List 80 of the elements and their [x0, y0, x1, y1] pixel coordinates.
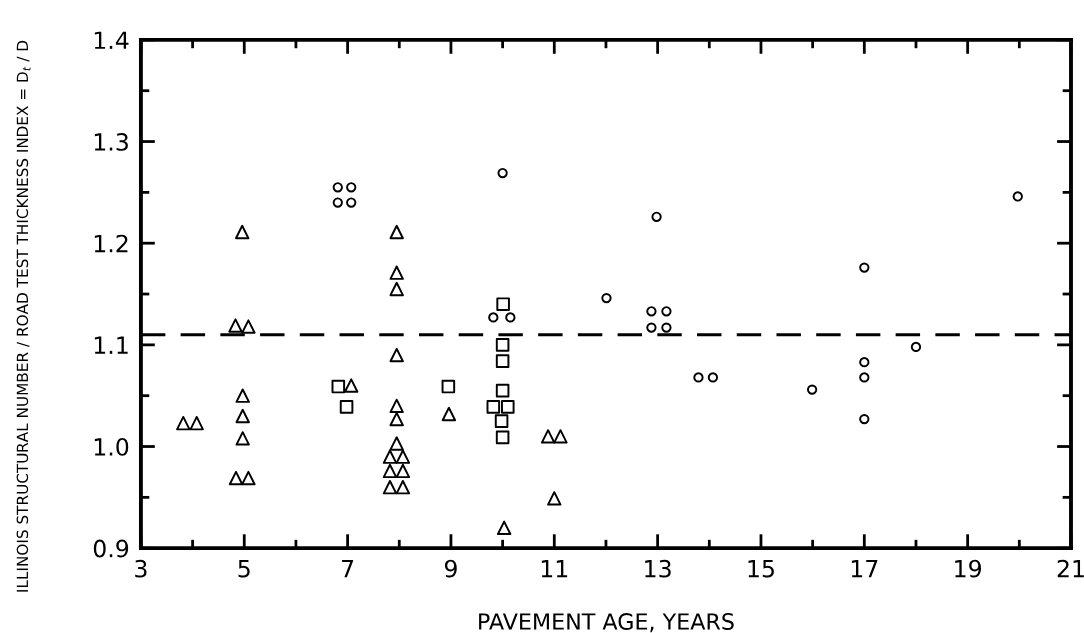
- point: [395, 463, 411, 479]
- point: [661, 322, 672, 333]
- x-axis-title: PAVEMENT AGE, YEARS: [479, 613, 734, 633]
- point: [707, 372, 719, 383]
- y-tick-label: 1.3: [94, 132, 128, 151]
- point: [495, 430, 510, 445]
- point: [189, 415, 204, 431]
- point: [693, 372, 704, 383]
- point: [495, 338, 510, 352]
- point: [441, 406, 457, 422]
- point: [806, 384, 818, 395]
- point: [241, 470, 256, 486]
- x-tick-label: 21: [1057, 559, 1084, 578]
- point: [497, 167, 508, 179]
- point: [344, 378, 359, 393]
- point: [382, 463, 398, 479]
- point: [389, 411, 404, 427]
- point: [395, 480, 411, 495]
- y-tick-label: 1.1: [94, 336, 128, 354]
- point: [346, 197, 357, 208]
- point: [332, 197, 343, 208]
- x-tick-label: 17: [851, 560, 878, 578]
- point: [488, 312, 499, 323]
- point: [661, 306, 672, 317]
- point: [859, 262, 870, 273]
- point: [547, 491, 562, 506]
- point: [389, 265, 404, 280]
- x-tick-label: 15: [748, 560, 774, 578]
- point: [228, 318, 243, 333]
- point: [389, 436, 404, 451]
- point: [332, 182, 343, 193]
- point: [382, 480, 398, 495]
- y-tick-label: 0.9: [93, 539, 129, 558]
- x-tick-label: 3: [135, 559, 147, 578]
- point: [646, 306, 657, 317]
- point: [496, 297, 510, 311]
- point: [601, 292, 612, 304]
- x-tick-label: 13: [645, 559, 671, 578]
- point: [235, 388, 250, 403]
- point: [441, 379, 456, 394]
- point: [646, 322, 657, 333]
- point: [501, 400, 515, 414]
- point: [495, 354, 510, 368]
- point: [553, 429, 568, 444]
- point: [235, 224, 250, 240]
- point: [540, 429, 556, 444]
- y-tick-label: 1.2: [94, 234, 128, 253]
- y-tick-label: 1.4: [94, 31, 129, 49]
- point: [496, 520, 512, 536]
- x-tick-label: 19: [955, 559, 982, 578]
- x-tick-label: 5: [238, 560, 250, 578]
- point: [235, 408, 250, 424]
- point: [228, 470, 244, 486]
- point: [235, 431, 250, 446]
- point: [389, 347, 404, 363]
- point: [382, 449, 398, 464]
- point: [395, 449, 411, 464]
- x-tick-label: 11: [541, 560, 568, 578]
- x-tick-label: 7: [342, 560, 354, 578]
- point: [495, 383, 510, 398]
- x-tick-label: 9: [444, 559, 457, 578]
- y-tick-label: 1.0: [94, 437, 129, 456]
- point: [859, 357, 870, 368]
- point: [651, 211, 662, 222]
- point: [331, 379, 346, 394]
- point: [241, 319, 256, 334]
- point: [389, 398, 404, 414]
- point: [346, 182, 357, 193]
- point: [176, 415, 191, 431]
- point: [859, 372, 870, 383]
- point: [339, 400, 354, 414]
- point: [505, 312, 516, 323]
- point: [486, 400, 501, 414]
- point: [910, 341, 922, 353]
- y-axis-title: ILLINOIS STRUCTURAL NUMBER / ROAD TEST THICKNESS INDEX = D$_{t}$ / D: [16, 40, 31, 592]
- point: [1012, 191, 1023, 202]
- point: [389, 224, 404, 240]
- point: [389, 281, 404, 297]
- point: [494, 414, 509, 428]
- point: [859, 413, 870, 425]
